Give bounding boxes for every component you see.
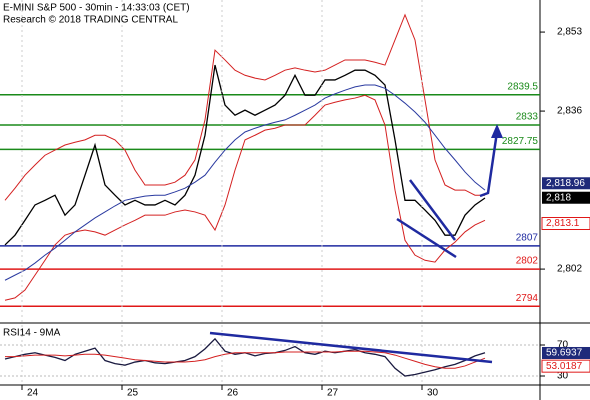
series-line <box>4 64 486 246</box>
price-tag <box>541 359 590 373</box>
y-tick-label: 2,836 <box>557 106 582 117</box>
arrow-head <box>491 124 503 138</box>
level-label: 2833 <box>516 112 539 123</box>
series-line <box>5 350 486 369</box>
price-tag-label: 2,818 <box>546 192 571 203</box>
level-label: 2827.75 <box>502 136 539 147</box>
rsi-trend-line <box>209 331 493 364</box>
series-line <box>4 13 485 201</box>
price-tag <box>541 217 590 231</box>
level-label: 2839.5 <box>507 81 538 92</box>
x-tick-label: 25 <box>127 388 139 399</box>
series-line <box>4 94 486 301</box>
price-tag-label: 53.0187 <box>546 361 583 372</box>
x-tick-label: 27 <box>327 388 339 399</box>
x-tick-label: 24 <box>27 388 39 399</box>
rsi-title: RSI14 - 9MA <box>3 328 61 339</box>
level-label: 2802 <box>516 256 539 267</box>
level-label: 2794 <box>516 293 539 304</box>
x-tick-label: 30 <box>427 388 439 399</box>
level-label: 2807 <box>516 232 539 243</box>
annotations <box>209 124 503 364</box>
y-tick-label: 30 <box>557 371 569 382</box>
chart-title: E-MINI S&P 500 - 30min - 14:33:03 (CET) <box>3 3 190 14</box>
series-line <box>4 84 486 281</box>
y-tick-label: 2,802 <box>557 264 582 275</box>
price-tag-label: 2,813.1 <box>546 218 580 229</box>
trend-line <box>409 179 456 241</box>
price-tag <box>542 191 590 204</box>
price-tag-label: 2,818.96 <box>546 178 585 189</box>
chart-subtitle: Research © 2018 TRADING CENTRAL <box>3 15 178 26</box>
y-tick-label: 2,853 <box>557 27 582 38</box>
forecast-arrow <box>479 131 499 198</box>
price-tag-label: 59.6937 <box>546 348 583 359</box>
y-tick-label: 70 <box>557 340 569 351</box>
price-tag <box>542 177 590 190</box>
price-tag <box>542 346 590 359</box>
x-tick-label: 26 <box>227 388 239 399</box>
trend-line <box>396 217 457 259</box>
